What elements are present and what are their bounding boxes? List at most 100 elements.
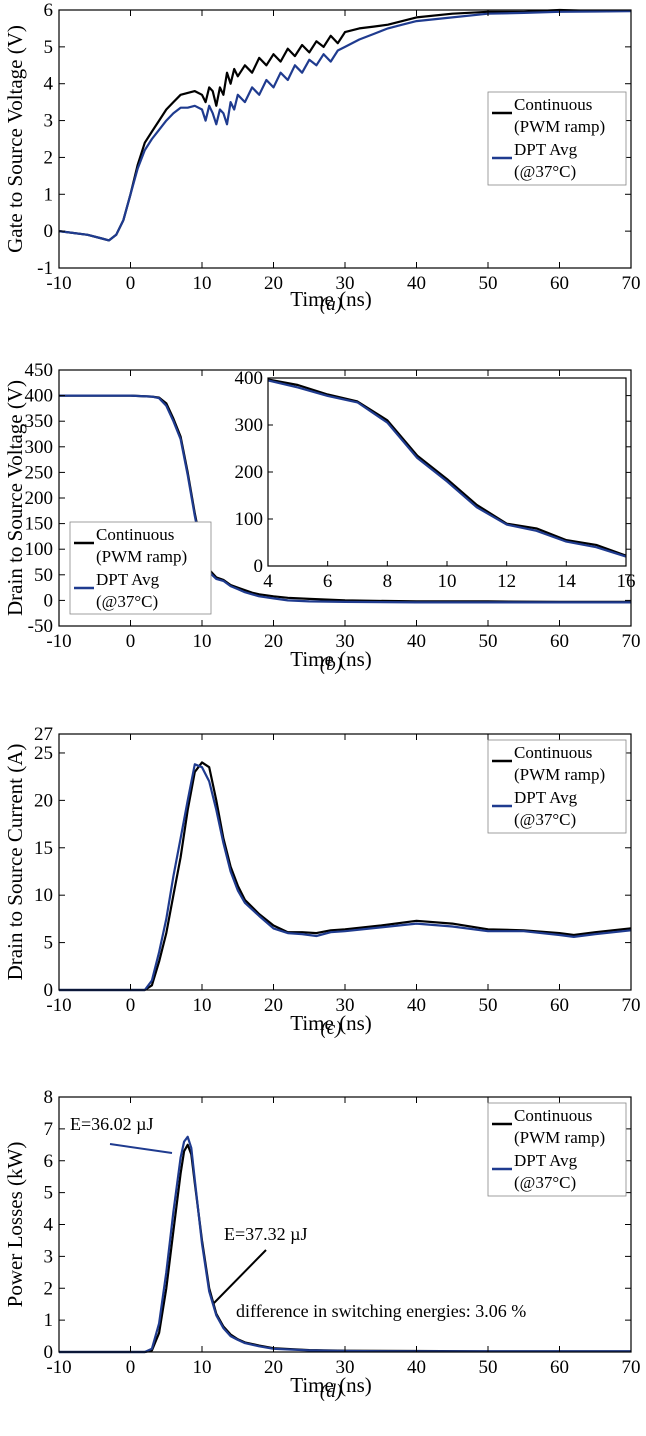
inset-y-tick-label: 400 bbox=[235, 368, 264, 389]
legend: Continuous (PWM ramp) DPT Avg (@37°C) bbox=[487, 91, 627, 186]
y-tick-label: 350 bbox=[25, 411, 54, 432]
y-tick-label: 250 bbox=[25, 462, 54, 483]
y-tick-label: 4 bbox=[44, 74, 54, 95]
x-tick-label: 70 bbox=[622, 1357, 641, 1378]
y-tick-label: 100 bbox=[25, 539, 54, 560]
x-axis-label: Time (ns) bbox=[290, 1373, 372, 1397]
y-tick-label: 5 bbox=[44, 37, 54, 58]
series-line-dpt-avg bbox=[58, 10, 632, 242]
inset-y-tick-label: 0 bbox=[254, 556, 264, 577]
y-tick-label: 27 bbox=[34, 724, 53, 745]
inset-x-tick-label: 6 bbox=[323, 571, 333, 592]
legend: Continuous (PWM ramp) DPT Avg (@37°C) bbox=[487, 1102, 627, 1197]
inset-series-line-continuous bbox=[267, 378, 627, 557]
x-tick-label: 70 bbox=[622, 995, 641, 1016]
legend-label: (PWM ramp) bbox=[96, 547, 187, 566]
y-tick-label: 1 bbox=[44, 1310, 54, 1331]
y-tick-label: 20 bbox=[34, 790, 53, 811]
y-tick-label: 1 bbox=[44, 184, 54, 205]
series-line-dpt-avg bbox=[59, 394, 631, 604]
legend-label: (PWM ramp) bbox=[514, 117, 605, 136]
x-tick-label: 40 bbox=[407, 995, 426, 1016]
y-tick-label: 5 bbox=[44, 1183, 54, 1204]
panel-caption: (c) bbox=[320, 1018, 341, 1039]
legend-label: (@37°C) bbox=[514, 810, 576, 829]
inset-background bbox=[268, 378, 626, 566]
series-line-continuous bbox=[59, 761, 632, 992]
legend-label: DPT Avg bbox=[514, 140, 578, 159]
legend-label: DPT Avg bbox=[96, 570, 160, 589]
x-tick-label: 50 bbox=[479, 631, 498, 652]
legend: Continuous (PWM ramp) DPT Avg (@37°C) bbox=[487, 739, 627, 834]
annotation-energy-continuous: E=36.02 µJ bbox=[70, 1114, 154, 1134]
x-axis-label: Time (ns) bbox=[290, 647, 372, 671]
y-tick-label: 400 bbox=[25, 386, 54, 407]
y-tick-label: 7 bbox=[44, 1119, 54, 1140]
legend-label: Continuous bbox=[514, 743, 592, 762]
inset-x-tick-label: 14 bbox=[557, 571, 577, 592]
inset-x-tick-label: 12 bbox=[497, 571, 516, 592]
x-tick-label: 50 bbox=[479, 995, 498, 1016]
inset-x-tick-label: 4 bbox=[263, 571, 273, 592]
x-tick-label: 50 bbox=[479, 1357, 498, 1378]
annotation-leader bbox=[109, 1143, 173, 1154]
y-tick-label: 0 bbox=[44, 590, 54, 611]
annotation-leader bbox=[213, 1249, 267, 1304]
x-tick-label: 30 bbox=[336, 995, 355, 1016]
legend-label: Continuous bbox=[514, 1106, 592, 1125]
inset-x-tick-label: 16 bbox=[617, 571, 636, 592]
x-tick-label: 20 bbox=[264, 273, 283, 294]
y-tick-label: 50 bbox=[34, 565, 53, 586]
legend-box bbox=[69, 521, 212, 615]
x-tick-label: 10 bbox=[193, 1357, 212, 1378]
y-tick-label: 8 bbox=[44, 1087, 54, 1108]
x-axis-label: Time (ns) bbox=[290, 1011, 372, 1035]
x-tick-label: 60 bbox=[550, 631, 569, 652]
x-tick-label: 10 bbox=[193, 273, 212, 294]
legend-box bbox=[487, 739, 627, 834]
legend-label: DPT Avg bbox=[514, 1151, 578, 1170]
panel-caption: (a) bbox=[320, 294, 342, 315]
x-tick-label: 60 bbox=[550, 273, 569, 294]
x-tick-label: -10 bbox=[46, 995, 71, 1016]
x-tick-label: -10 bbox=[46, 1357, 71, 1378]
y-tick-label: 5 bbox=[44, 933, 54, 954]
x-tick-label: 0 bbox=[126, 631, 136, 652]
legend-label: (PWM ramp) bbox=[514, 1128, 605, 1147]
annotation-energy-dpt: E=37.32 µJ bbox=[224, 1224, 308, 1244]
x-tick-label: 30 bbox=[336, 1357, 355, 1378]
panel-caption: (b) bbox=[320, 654, 342, 675]
legend-label: (PWM ramp) bbox=[514, 765, 605, 784]
panel-caption: (d) bbox=[320, 1381, 342, 1402]
legend-label: DPT Avg bbox=[514, 788, 578, 807]
x-tick-label: 20 bbox=[264, 995, 283, 1016]
y-tick-label: 2 bbox=[44, 1278, 54, 1299]
legend-label: (@37°C) bbox=[514, 1173, 576, 1192]
x-tick-label: 30 bbox=[336, 631, 355, 652]
annotation-difference: difference in switching energies: 3.06 % bbox=[236, 1301, 526, 1321]
y-axis-label: Drain to Source Voltage (V) bbox=[3, 380, 27, 616]
y-tick-label: -50 bbox=[28, 616, 53, 637]
y-tick-label: 4 bbox=[44, 1215, 54, 1236]
y-tick-label: 3 bbox=[44, 1246, 54, 1267]
y-tick-label: 6 bbox=[44, 1151, 54, 1172]
chart-panel-b: -10 0 10 20 30 40 50 60 70-500501001502002503003… bbox=[3, 360, 641, 675]
legend-label: Continuous bbox=[96, 525, 174, 544]
x-tick-label: 60 bbox=[550, 995, 569, 1016]
y-tick-label: 6 bbox=[44, 0, 54, 21]
y-tick-label: 10 bbox=[34, 885, 53, 906]
y-axis-label: Gate to Source Voltage (V) bbox=[3, 25, 27, 253]
y-tick-label: 0 bbox=[44, 980, 54, 1001]
y-tick-label: 450 bbox=[25, 360, 54, 381]
x-axis-label: Time (ns) bbox=[290, 287, 372, 311]
legend-box bbox=[487, 1102, 627, 1197]
y-tick-label: 300 bbox=[25, 437, 54, 458]
x-tick-label: 40 bbox=[407, 1357, 426, 1378]
inset-chart: 4 6 8 10 12 14 16 0 100 200 300 400 bbox=[235, 368, 636, 592]
inset-y-tick-label: 300 bbox=[235, 415, 264, 436]
x-tick-label: 70 bbox=[622, 631, 641, 652]
inset-series-line-dpt-avg bbox=[267, 379, 627, 558]
x-tick-label: 70 bbox=[622, 273, 641, 294]
